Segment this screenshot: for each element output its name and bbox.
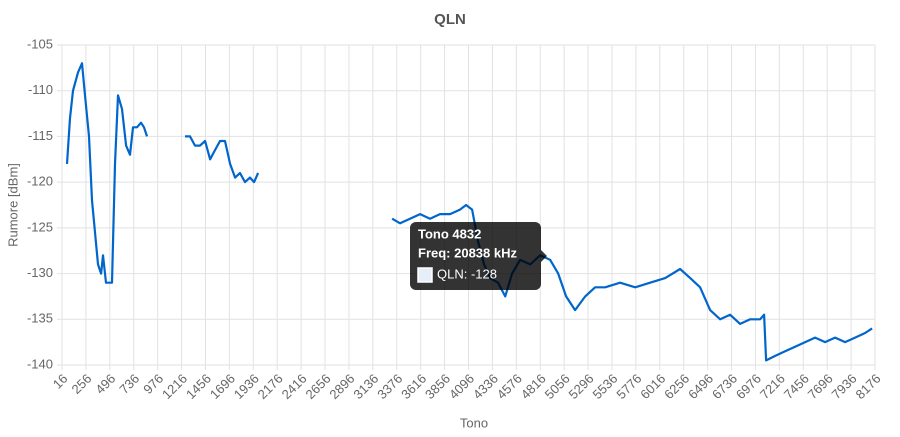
- x-axis-label: Tono: [460, 415, 488, 430]
- x-tick-label: 3616: [398, 371, 429, 402]
- tooltip-title: Tono 4832: [418, 226, 481, 241]
- data-line: [65, 62, 873, 362]
- x-tick-label: 2896: [326, 371, 357, 402]
- tooltip-caret: [541, 250, 547, 262]
- tooltip-swatch: [417, 267, 433, 283]
- x-tick-label: 496: [92, 371, 118, 397]
- x-tick-label: 7216: [757, 371, 788, 402]
- x-tick-label: 2416: [279, 371, 310, 402]
- y-tick-label: -125: [27, 219, 53, 234]
- tooltip-box: [410, 222, 541, 290]
- tooltip-label: QLN: -128: [437, 266, 497, 281]
- x-tick-label: 6256: [661, 371, 692, 402]
- tooltip-line: Freq: 20838 kHz: [418, 245, 517, 260]
- x-tick-label: 3136: [350, 371, 381, 402]
- x-tick-label: 4336: [470, 371, 501, 402]
- x-tick-label: 4096: [446, 371, 477, 402]
- x-tick-label: 7696: [805, 371, 836, 402]
- x-tick-label: 2656: [303, 371, 334, 402]
- y-tick-label: -140: [27, 356, 53, 371]
- y-tick-label: -120: [27, 174, 53, 189]
- y-tick-label: -135: [27, 311, 53, 326]
- y-axis-label: Rumore [dBm]: [5, 163, 20, 247]
- y-tick-label: -105: [27, 36, 53, 51]
- x-tick-label: 2176: [255, 371, 286, 402]
- x-tick-label: 5296: [566, 371, 597, 402]
- x-tick-label: 3856: [422, 371, 453, 402]
- x-tick-label: 7936: [829, 371, 860, 402]
- x-tick-label: 6976: [733, 371, 764, 402]
- x-tick-label: 6736: [709, 371, 740, 402]
- x-tick-label: 1216: [159, 371, 190, 402]
- x-tick-label: 1456: [183, 371, 214, 402]
- tooltip: Tono 4832 Freq: 20838 kHz QLN: -128: [410, 222, 547, 290]
- x-tick-label: 7456: [781, 371, 812, 402]
- x-tick-label: 736: [116, 371, 142, 397]
- x-tick-label: 1936: [231, 371, 262, 402]
- x-tick-label: 5536: [589, 371, 620, 402]
- y-tick-label: -130: [27, 265, 53, 280]
- x-tick-label: 4816: [518, 371, 549, 402]
- x-tick-label: 5056: [542, 371, 573, 402]
- y-tick-label: -115: [28, 128, 53, 143]
- x-tick-label: 5776: [613, 371, 644, 402]
- x-tick-label: 1696: [207, 371, 238, 402]
- x-tick-label: 3376: [374, 371, 405, 402]
- x-tick-label: 6016: [637, 371, 668, 402]
- chart-title: QLN: [434, 11, 466, 28]
- x-tick-label: 16: [50, 371, 71, 392]
- y-tick-label: -110: [28, 82, 53, 97]
- x-tick-label: 4576: [494, 371, 525, 402]
- x-tick-label: 256: [69, 371, 95, 397]
- x-tick-label: 6496: [685, 371, 716, 402]
- x-tick-label: 8176: [852, 371, 883, 402]
